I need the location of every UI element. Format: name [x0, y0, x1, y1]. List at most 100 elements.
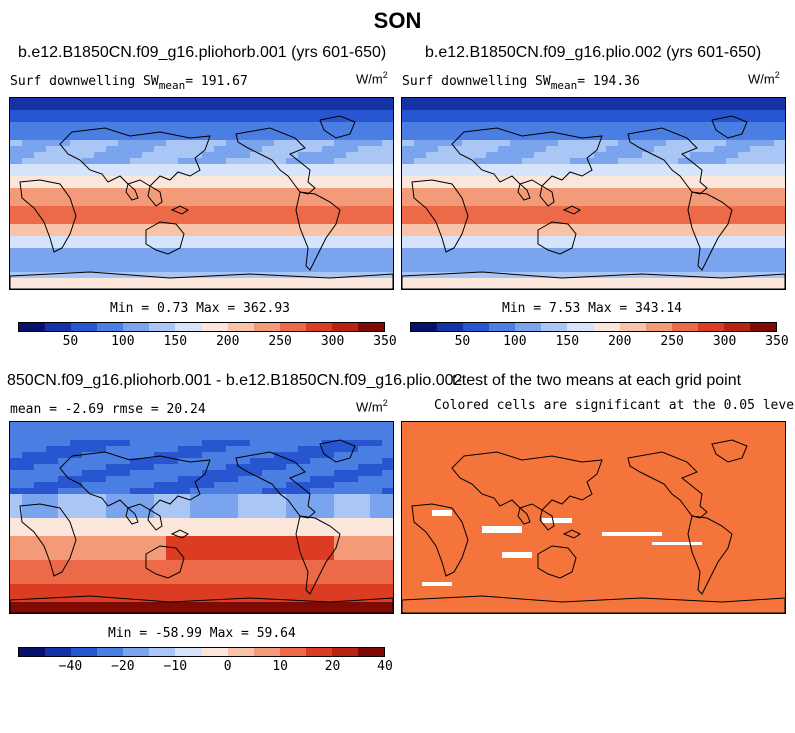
field-cell — [358, 572, 371, 579]
field-cell — [714, 224, 727, 231]
field-cell — [154, 602, 167, 609]
field-cell — [414, 602, 427, 609]
field-cell — [94, 248, 107, 255]
field-cell — [298, 128, 311, 135]
field-cell — [262, 242, 275, 249]
field-cell — [462, 470, 475, 477]
field-cell — [202, 464, 215, 471]
field-cell — [358, 596, 371, 603]
field-cell — [370, 236, 383, 243]
field-cell — [118, 422, 131, 429]
field-cell — [130, 440, 143, 447]
field-cell — [70, 530, 83, 537]
field-cell — [414, 128, 427, 135]
field-cell — [94, 104, 107, 111]
field-cell — [414, 218, 427, 225]
field-cell — [534, 548, 547, 555]
field-cell — [762, 446, 775, 453]
field-cell — [738, 254, 751, 261]
field-cell — [250, 128, 263, 135]
field-cell — [618, 428, 631, 435]
field-cell — [70, 608, 83, 613]
field-cell — [714, 506, 727, 513]
field-cell — [762, 284, 775, 289]
field-cell — [202, 266, 215, 273]
field-cell — [70, 542, 83, 549]
field-cell — [46, 254, 59, 261]
field-cell — [534, 434, 547, 441]
field-cell — [690, 524, 703, 531]
field-cell — [594, 110, 607, 117]
field-cell — [642, 602, 655, 609]
field-cell — [370, 572, 383, 579]
field-cell — [226, 560, 239, 567]
field-cell — [570, 170, 583, 177]
field-cell — [34, 224, 47, 231]
field-cell — [94, 122, 107, 129]
field-cell — [118, 284, 131, 289]
field-cell — [486, 536, 499, 543]
field-cell — [498, 536, 511, 543]
field-cell — [702, 266, 715, 273]
field-cell — [202, 254, 215, 261]
field-cell — [382, 530, 393, 537]
field-cell — [370, 440, 383, 447]
field-cell — [666, 182, 679, 189]
field-cell — [58, 266, 71, 273]
field-cell — [510, 110, 523, 117]
field-cell — [510, 530, 523, 537]
field-cell — [154, 176, 167, 183]
field-cell — [358, 500, 371, 507]
field-cell — [750, 608, 763, 613]
field-cell — [618, 584, 631, 591]
field-cell — [286, 500, 299, 507]
field-cell — [274, 482, 287, 489]
field-cell — [642, 518, 655, 525]
field-cell — [118, 218, 131, 225]
field-cell — [438, 452, 451, 459]
field-cell — [474, 488, 487, 495]
field-cell — [190, 512, 203, 519]
field-cell — [214, 584, 227, 591]
field-cell — [58, 278, 71, 285]
field-cell — [214, 236, 227, 243]
field-cell — [178, 470, 191, 477]
field-cell — [370, 584, 383, 591]
field-cell — [762, 458, 775, 465]
field-cell — [10, 206, 23, 213]
field-cell — [438, 488, 451, 495]
field-cell — [286, 488, 299, 495]
field-cell — [178, 482, 191, 489]
field-cell — [462, 464, 475, 471]
field-cell — [678, 488, 691, 495]
field-cell — [774, 248, 785, 255]
field-cell — [426, 434, 439, 441]
field-cell — [202, 524, 215, 531]
field-cell — [438, 272, 451, 279]
field-cell — [630, 116, 643, 123]
field-cell — [58, 158, 71, 165]
field-cell — [474, 584, 487, 591]
field-cell — [426, 176, 439, 183]
field-cell — [558, 182, 571, 189]
field-cell — [178, 122, 191, 129]
field-cell — [322, 536, 335, 543]
field-cell — [382, 584, 393, 591]
field-cell — [702, 284, 715, 289]
field-cell — [726, 212, 739, 219]
field-cell — [546, 272, 559, 279]
field-cell — [510, 104, 523, 111]
field-cell — [762, 104, 775, 111]
field-cell — [130, 536, 143, 543]
field-cell — [462, 458, 475, 465]
field-cell — [738, 524, 751, 531]
colorbar-swatch — [489, 323, 516, 331]
field-cell — [570, 236, 583, 243]
field-cell — [690, 434, 703, 441]
field-cell — [322, 566, 335, 573]
field-cell — [738, 182, 751, 189]
field-cell — [322, 554, 335, 561]
field-cell — [334, 578, 347, 585]
field-cell — [154, 284, 167, 289]
field-cell — [370, 170, 383, 177]
